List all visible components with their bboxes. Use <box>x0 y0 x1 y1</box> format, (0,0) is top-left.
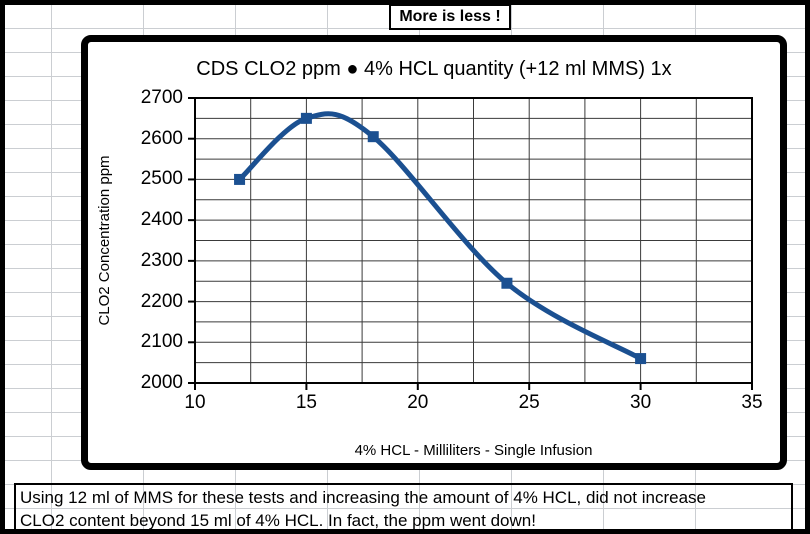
y-tick-label: 2100 <box>140 331 183 353</box>
data-point-marker <box>367 131 379 143</box>
y-tick-label: 2700 <box>140 87 183 108</box>
note-line-1: Using 12 ml of MMS for these tests and i… <box>20 488 707 507</box>
note-cell[interactable]: Using 12 ml of MMS for these tests and i… <box>14 483 793 530</box>
series-line <box>237 111 644 362</box>
y-tick-label: 2500 <box>140 168 183 190</box>
data-point-marker <box>501 277 513 289</box>
plot-area <box>188 97 753 390</box>
data-point-marker <box>300 112 312 124</box>
banner-cell[interactable]: More is less ! <box>389 5 511 30</box>
plot-border <box>194 97 753 384</box>
chart-title: CDS CLO2 ppm ● 4% HCL quantity (+12 ml M… <box>196 58 672 80</box>
y-tick-label: 2000 <box>140 372 183 393</box>
note-line-2: CLO2 content beyond 15 ml of 4% HCL. In … <box>20 511 536 530</box>
banner-text: More is less ! <box>399 8 501 25</box>
x-tick-label: 25 <box>518 392 540 413</box>
data-point-marker <box>635 353 647 365</box>
x-tick-label: 30 <box>630 392 652 413</box>
x-tick-label: 20 <box>407 392 429 413</box>
chart-object[interactable]: CDS CLO2 ppm ● 4% HCL quantity (+12 ml M… <box>81 35 787 470</box>
data-point-marker <box>234 173 246 185</box>
x-tick-label: 35 <box>741 392 763 413</box>
y-tick-label: 2400 <box>140 209 183 231</box>
y-tick-label: 2300 <box>140 249 183 271</box>
y-tick-label: 2600 <box>140 127 183 149</box>
x-tick-label: 10 <box>184 392 206 413</box>
x-tick-label: 15 <box>295 392 317 413</box>
x-axis-title: 4% HCL - Milliliters - Single Infusion <box>354 442 593 459</box>
y-tick-label: 2200 <box>140 290 183 312</box>
